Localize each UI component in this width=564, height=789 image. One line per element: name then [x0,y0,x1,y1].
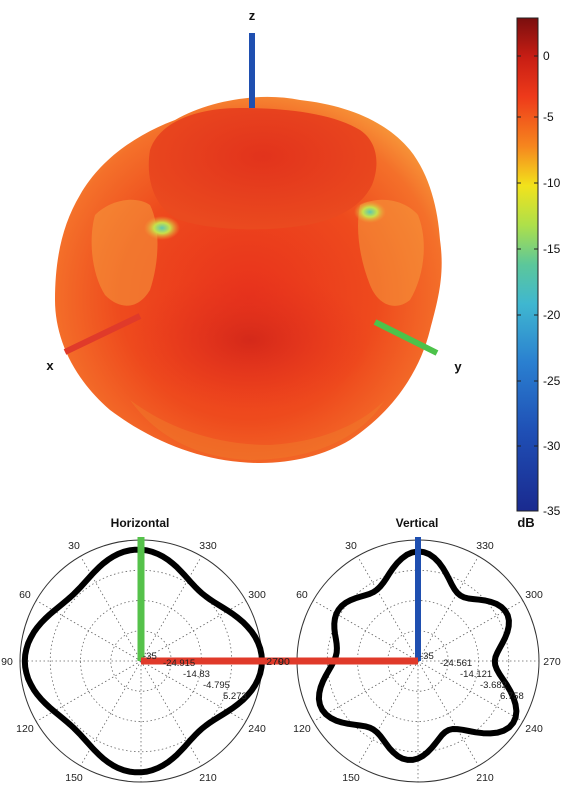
colorbar-tick-label: -10 [543,176,561,190]
polar-title-vertical: Vertical [396,516,439,530]
polar-grid-spoke [417,556,479,662]
polar-grid-spoke [357,556,419,662]
colorbar-gradient [516,17,539,512]
colorbar-tick-label: -5 [543,110,554,124]
polar-angle-label: 210 [476,772,494,784]
polar-angle-label: 300 [248,589,266,601]
polar-radial-label: -14.121 [460,669,492,680]
polar-radial-label: -3.682 [480,680,507,691]
polar-radial-label: 6.758 [500,691,524,702]
pattern-lobe-top [148,108,377,230]
polar-grid-spoke [80,556,142,662]
colorbar-tick-label: -25 [543,374,561,388]
pattern-lobe-bottom [130,400,385,460]
colorbar-tick-label: -20 [543,308,561,322]
horizontal-pattern-trace [21,546,265,776]
polar-radial-label: -24.915 [163,658,195,669]
colorbar-tick-label: 0 [543,49,550,63]
polar-angle-label: 150 [342,772,360,784]
polar-angle-label: 90 [278,656,290,668]
polar-angle-label: 60 [19,589,31,601]
polar-grid-spoke [140,660,202,766]
pattern-null-left [144,216,180,240]
polar-angle-label: 300 [525,589,543,601]
colorbar-unit-label: dB [517,515,534,530]
pattern-side-right [358,199,424,306]
x-axis-line [63,313,142,355]
polar-grid-spoke [140,556,202,662]
polar-angle-label: 270 [266,656,284,668]
polar-grid-spoke [313,660,419,722]
colorbar-tick-label: -35 [543,504,561,518]
x-axis-label: x [46,358,54,373]
polar-angle-label: 330 [199,540,217,552]
polar-title-horizontal: Horizontal [111,516,170,530]
polar-grid-spoke [80,660,142,766]
vertical-pattern-trace [315,548,520,763]
polar-grid-spoke [417,660,523,722]
polar-grid-circle [387,630,449,692]
polar-radial-label: -24.561 [440,658,472,669]
polar-angle-label: 210 [199,772,217,784]
polar-angle-label: 120 [293,723,311,735]
polar-grid-spoke [357,660,419,766]
pattern-3d: z x y [46,8,462,464]
polar-angle-label: 90 [1,656,13,668]
polar-angle-label: 240 [248,723,266,735]
pattern-side-left [91,199,158,306]
polar-angle-label: 270 [543,656,561,668]
polar-radial-label: -14.83 [183,669,210,680]
polar-radial-label: 5.273 [223,691,247,702]
polar-angle-label: 30 [68,540,80,552]
polar-angle-label: 240 [525,723,543,735]
y-axis-line [373,319,439,356]
polar-angle-label: 60 [296,589,308,601]
polar-angle-label: 30 [345,540,357,552]
polar-plot-horizontal: Horizontal 30330603009027012024015021018… [1,516,290,784]
colorbar-tick-label: -30 [543,439,561,453]
polar-plot-vertical: Vertical 303306030090270120240150210180-… [278,516,561,784]
polar-grid-spoke [417,660,479,766]
pattern-null-right [354,201,386,223]
polar-radial-label: -4.795 [203,680,230,691]
polar-angle-label: 150 [65,772,83,784]
z-axis-label: z [249,8,256,23]
colorbar: 0 -5 -10 -15 -20 -25 -30 -35 dB [516,17,561,530]
polar-radial-label: -35 [143,651,157,662]
y-axis-label: y [454,359,462,374]
pattern-lobe-center [130,270,370,410]
polar-angle-label: 120 [16,723,34,735]
polar-grid-spoke [313,600,419,662]
polar-radial-label: -35 [420,651,434,662]
polar-angle-label: 330 [476,540,494,552]
colorbar-tick-label: -15 [543,242,561,256]
